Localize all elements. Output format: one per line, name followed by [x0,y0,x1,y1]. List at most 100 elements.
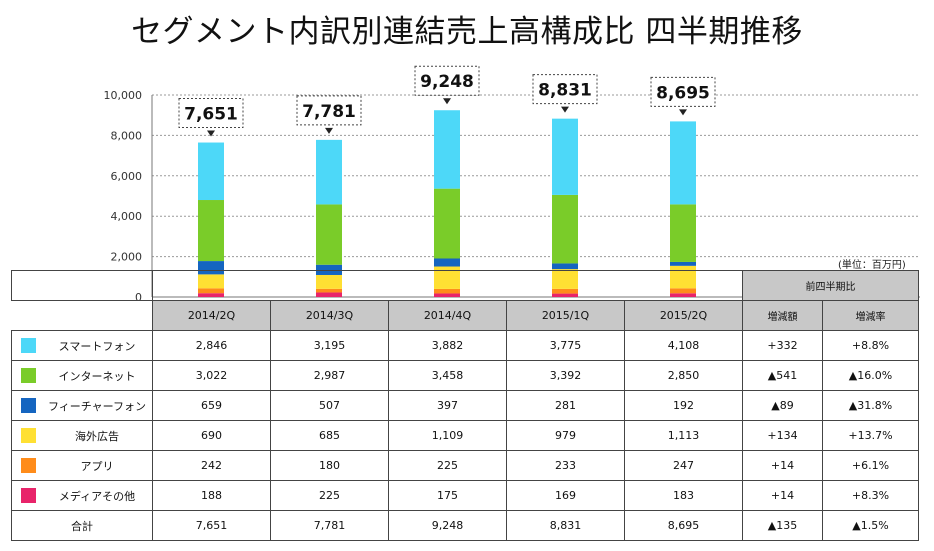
rate-cell: +6.1% [822,450,919,481]
row-label: 海外広告 [75,429,119,443]
row-label: メディアその他 [58,489,136,503]
row-label-cell: フィーチャーフォン [11,390,153,421]
value-cell: 225 [270,480,389,511]
value-cell: 3,195 [270,330,389,361]
total-label-cell: 合計 [11,510,153,541]
value-cell: 2,850 [624,360,743,391]
legend-swatch [21,458,36,473]
bar-segment-featurephone [670,261,696,266]
value-cell: 659 [152,390,271,421]
bar-segment-smartphone [316,139,342,205]
column-header: 2014/2Q [152,300,271,331]
row-label: フィーチャーフォン [47,399,146,413]
table-row: インターネット 3,022 2,987 3,458 3,392 2,850 ▲541 ▲16.… [11,360,919,391]
bar-segment-smartphone [552,118,578,195]
bar-segment-smartphone [198,142,224,201]
total-value-cell: 7,651 [152,510,271,541]
value-cell: 233 [506,450,625,481]
legend-swatch [21,398,36,413]
total-callout-box [650,76,716,107]
total-callout-box [414,65,480,96]
legend-swatch [21,488,36,503]
bar-segment-internet [434,188,460,259]
total-callout-box [178,97,244,128]
column-header: 2015/2Q [624,300,743,331]
y-tick-label: 4,000 [111,210,143,223]
table-row: アプリ 242 180 225 233 247 +14 +6.1% [11,450,919,481]
value-cell: 1,109 [388,420,507,451]
value-cell: 1,113 [624,420,743,451]
callout-arrow [679,109,687,116]
value-cell: 2,846 [152,330,271,361]
unit-label: (単位：百万円) [838,260,906,271]
total-callout-box [296,95,362,126]
row-label-cell: 海外広告 [11,420,153,451]
change-cell: +14 [742,480,823,511]
rate-cell: ▲16.0% [822,360,919,391]
total-value-cell: 8,831 [506,510,625,541]
value-cell: 192 [624,390,743,421]
value-cell: 3,392 [506,360,625,391]
legend-swatch [21,428,36,443]
legend-swatch [21,338,36,353]
bar-segment-internet [198,200,224,262]
header-blank [11,270,153,301]
value-cell: 690 [152,420,271,451]
total-label: 7,651 [184,104,238,124]
y-tick-label: 2,000 [111,251,143,264]
callout-arrow [325,127,333,134]
change-cell: +14 [742,450,823,481]
total-value-cell: 8,695 [624,510,743,541]
column-header: 2014/3Q [270,300,389,331]
row-label: アプリ [80,459,114,473]
total-label: 9,248 [420,72,474,92]
value-cell: 2,987 [270,360,389,391]
value-cell: 175 [388,480,507,511]
total-label: 8,695 [656,83,710,103]
total-row: 合計 7,651 7,781 9,248 8,831 8,695 ▲135 ▲1.5% [11,510,919,541]
value-cell: 979 [506,420,625,451]
value-cell: 180 [270,450,389,481]
value-cell: 3,775 [506,330,625,361]
total-callout-box [532,74,598,105]
row-label-cell: スマートフォン [11,330,153,361]
value-cell: 169 [506,480,625,511]
total-label: 8,831 [538,81,592,101]
total-label: 7,781 [302,102,356,122]
change-cell: +332 [742,330,823,361]
column-header: 2014/4Q [388,300,507,331]
callout-arrow [561,106,569,113]
value-cell: 3,882 [388,330,507,361]
bar-segment-smartphone [434,110,460,189]
header-blank-span [152,270,743,301]
value-cell: 3,458 [388,360,507,391]
value-cell: 188 [152,480,271,511]
value-cell: 281 [506,390,625,421]
value-cell: 685 [270,420,389,451]
rate-cell: ▲31.8% [822,390,919,421]
row-label: スマートフォン [58,339,136,353]
value-cell: 183 [624,480,743,511]
total-value-cell: 9,248 [388,510,507,541]
table-row: フィーチャーフォン 659 507 397 281 192 ▲89 ▲31.8% [11,390,919,421]
table-row: スマートフォン 2,846 3,195 3,882 3,775 4,108 +332 +8.8… [11,330,919,361]
page-title: セグメント内訳別連結売上高構成比 四半期推移 [131,14,803,50]
value-cell: 4,108 [624,330,743,361]
y-tick-label: 10,000 [104,89,143,102]
callout-arrow [443,98,451,105]
rate-cell: +8.8% [822,330,919,361]
change-cell: +134 [742,420,823,451]
value-cell: 242 [152,450,271,481]
bar-segment-featurephone [434,258,460,267]
bar-segment-smartphone [670,121,696,205]
column-header: 2015/1Q [506,300,625,331]
bar-segment-featurephone [552,263,578,270]
comparison-column-header: 増減額 [742,300,823,331]
bar-segment-internet [552,194,578,264]
row-label: インターネット [58,369,136,383]
value-cell: 507 [270,390,389,421]
callout-arrow [207,130,215,137]
change-cell: ▲541 [742,360,823,391]
value-cell: 397 [388,390,507,421]
